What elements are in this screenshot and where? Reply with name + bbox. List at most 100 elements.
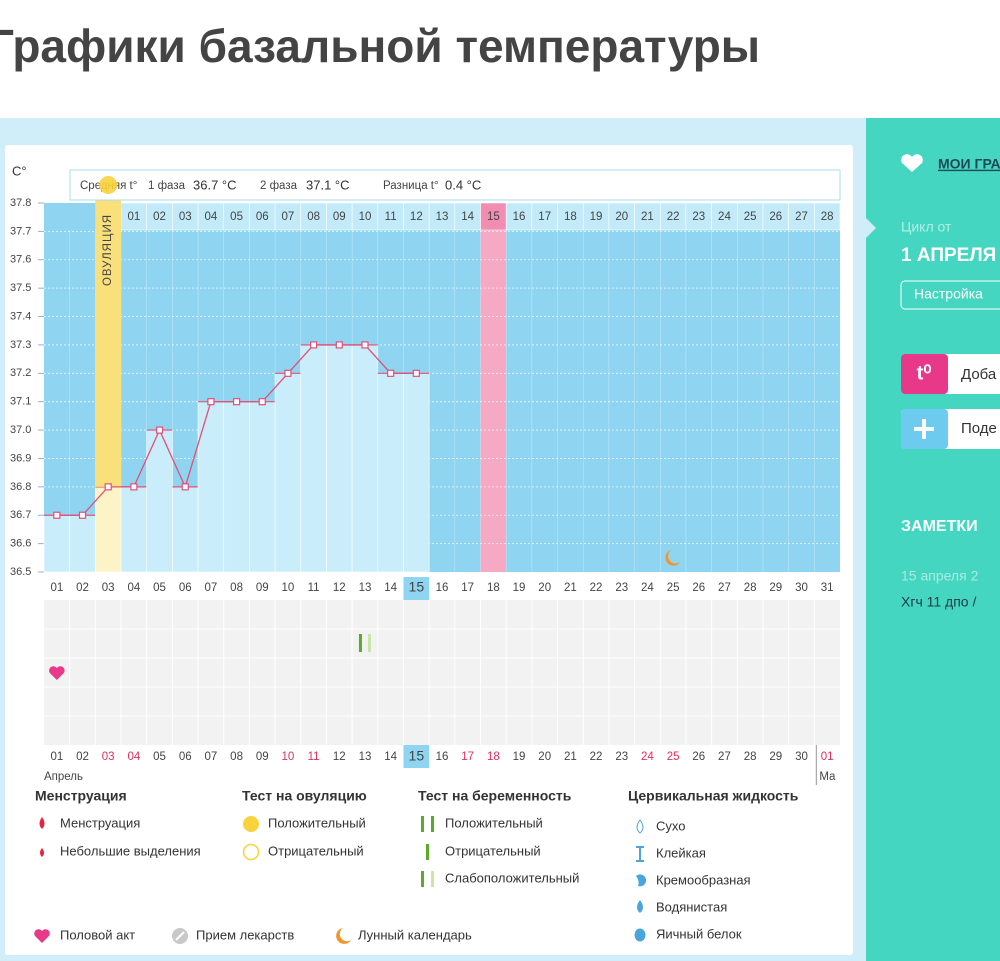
x-tick-label: 03 xyxy=(102,582,115,594)
my-charts-link[interactable]: МОИ ГРА xyxy=(938,156,1000,172)
icon xyxy=(636,819,644,834)
cycle-day-cell xyxy=(300,202,327,231)
cycle-day-label: 23 xyxy=(692,211,705,223)
cycle-day-label: 06 xyxy=(256,211,269,223)
date-label: 17 xyxy=(461,751,474,763)
bar xyxy=(249,401,276,573)
date-label: 02 xyxy=(76,751,89,763)
cycle-day-label: 12 xyxy=(410,211,423,223)
point xyxy=(130,483,138,491)
bar xyxy=(351,344,379,573)
bar xyxy=(274,373,302,573)
sidebar-bg xyxy=(866,118,1000,961)
date-label: 30 xyxy=(795,751,808,763)
cycle-day-label: 07 xyxy=(282,211,295,223)
legend-item: Слабоположительный xyxy=(445,870,579,885)
cycle-day-cell xyxy=(736,202,764,231)
icon xyxy=(39,817,45,829)
cycle-day-label: 08 xyxy=(307,211,320,223)
x-tick-label: 04 xyxy=(127,582,140,594)
x-tick-label: 16 xyxy=(436,582,449,594)
date-label: 14 xyxy=(384,751,397,763)
add-icon: t⁰ xyxy=(917,362,932,384)
icon xyxy=(243,816,259,832)
y-tick-label: 36.6 xyxy=(10,538,31,550)
legend-item: Лунный календарь xyxy=(358,927,472,942)
legend-item: Положительный xyxy=(268,815,366,830)
point xyxy=(53,511,61,519)
cycle-day-cell xyxy=(608,202,635,231)
date-label: 01 xyxy=(50,751,63,763)
legend-item: Клейкая xyxy=(656,845,706,860)
cycle-day-cell xyxy=(249,202,276,231)
y-tick-label: 37.5 xyxy=(10,282,31,294)
x-tick-label: 28 xyxy=(744,582,757,594)
date-label: 04 xyxy=(127,751,140,763)
y-tick-label: 37.6 xyxy=(10,254,31,266)
point xyxy=(155,426,164,434)
legend-title: Тест на овуляцию xyxy=(242,788,367,804)
y-tick-label: 36.5 xyxy=(10,566,31,578)
month-label: Апрель xyxy=(44,771,83,783)
today-box xyxy=(403,577,430,600)
icon xyxy=(421,871,424,887)
cycle-day-highlight xyxy=(480,203,507,572)
add-icon-bg xyxy=(901,354,948,394)
icon xyxy=(336,928,351,944)
cycle-day-label: 17 xyxy=(538,211,551,223)
cycle-day-label: 02 xyxy=(153,211,166,223)
summary-label: 2 фаза xyxy=(260,180,298,192)
cycle-label: Цикл от xyxy=(901,219,952,235)
y-tick-label: 37.1 xyxy=(10,396,31,408)
legend-item: Небольшие выделения xyxy=(60,843,201,858)
cycle-day-cell xyxy=(480,202,507,231)
cycle-date: 1 АПРЕЛЯ xyxy=(901,245,996,266)
settings-button[interactable] xyxy=(900,280,1000,310)
date-label: 06 xyxy=(179,751,192,763)
summary-label: 1 фаза xyxy=(148,180,186,192)
legend-item: Половой акт xyxy=(60,927,135,942)
date-label: 28 xyxy=(744,751,757,763)
cycle-day-label: 19 xyxy=(590,211,603,223)
icon xyxy=(40,848,44,857)
legend: Менструация Менструация Небольшие выделе… xyxy=(34,788,799,944)
bar xyxy=(69,514,96,573)
cycle-day-label: 15 xyxy=(487,211,500,223)
legend-item: Менструация xyxy=(60,815,140,830)
x-tick-label: 30 xyxy=(795,582,808,594)
x-tick-label: 17 xyxy=(461,582,474,594)
legend-title: Менструация xyxy=(35,788,127,804)
legend-item: Отрицательный xyxy=(445,843,541,858)
chart-overlay xyxy=(99,176,118,194)
date-label: 21 xyxy=(564,751,577,763)
page-title: Графики базальной температуры xyxy=(0,20,760,72)
point xyxy=(310,341,318,349)
today-box xyxy=(403,745,430,768)
x-tick-label: 27 xyxy=(718,582,731,594)
bar xyxy=(403,373,430,573)
test-icon xyxy=(367,634,371,652)
icon xyxy=(242,843,260,861)
ovulation-label: ОВУЛЯЦИЯ xyxy=(102,214,114,286)
note-date: 15 апреля 2 xyxy=(901,568,979,584)
date-label: 05 xyxy=(153,751,166,763)
cycle-day-label: 18 xyxy=(564,211,577,223)
point xyxy=(104,483,112,491)
x-tick-label: 23 xyxy=(615,582,628,594)
x-tick-label: 06 xyxy=(179,582,192,594)
x-tick-label: 15 xyxy=(409,579,425,595)
legend-item: Положительный xyxy=(445,815,543,830)
date-label: 27 xyxy=(718,751,731,763)
sidebar: МОИ ГРА Цикл от 1 АПРЕЛЯ Настройка t⁰ До… xyxy=(866,118,1000,961)
date-label: 16 xyxy=(436,751,449,763)
point xyxy=(258,398,266,406)
x-tick-label: 07 xyxy=(205,582,218,594)
date-label: 23 xyxy=(615,751,628,763)
legend-title: Цервикальная жидкость xyxy=(628,788,799,804)
icon xyxy=(637,900,643,913)
icon xyxy=(421,816,424,832)
chart: 01 02 03 04 05 06 07 08 09 10 11 12 13 14 15 16 17 18 19 20… xyxy=(10,197,841,785)
y-tick-label: 37.7 xyxy=(10,225,31,237)
bar xyxy=(300,344,327,573)
